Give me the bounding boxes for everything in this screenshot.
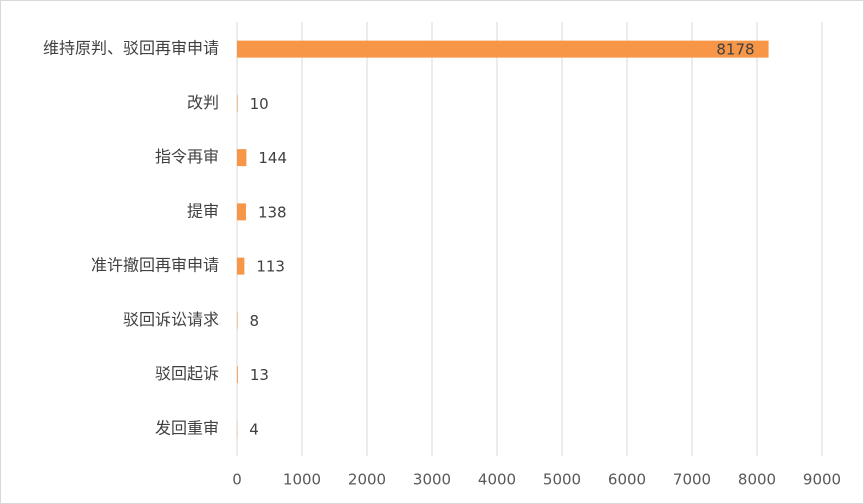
y-tick-label: 驳回诉讼请求 xyxy=(123,310,219,329)
bar xyxy=(237,311,238,329)
x-tick-label: 4000 xyxy=(478,471,516,489)
x-tick-label: 7000 xyxy=(673,471,711,489)
data-label: 10 xyxy=(250,95,269,113)
x-tick-label: 1000 xyxy=(283,471,321,489)
data-label: 144 xyxy=(258,149,287,167)
bar xyxy=(237,257,245,275)
y-tick-label: 准许撤回再审申请 xyxy=(91,256,219,275)
y-tick-label: 驳回起诉 xyxy=(155,364,219,383)
x-tick-label: 5000 xyxy=(543,471,581,489)
x-tick-label: 6000 xyxy=(608,471,646,489)
bar xyxy=(237,366,238,384)
y-tick-label: 提审 xyxy=(187,201,219,220)
x-tick-label: 9000 xyxy=(803,471,841,489)
x-tick-label: 8000 xyxy=(738,471,776,489)
data-label: 8 xyxy=(250,312,260,330)
data-label: 13 xyxy=(250,366,269,384)
y-tick-label: 维持原判、驳回再审申请 xyxy=(43,39,219,58)
x-tick-label: 3000 xyxy=(413,471,451,489)
x-tick-label: 0 xyxy=(232,471,242,489)
y-tick-label: 改判 xyxy=(187,93,219,112)
data-label: 8178 xyxy=(716,41,754,59)
bar xyxy=(237,40,769,58)
data-label: 4 xyxy=(249,420,259,438)
bar xyxy=(237,94,238,112)
y-tick-label: 指令再审 xyxy=(155,147,219,166)
x-tick-label: 2000 xyxy=(348,471,386,489)
data-label: 138 xyxy=(258,203,287,221)
data-label: 113 xyxy=(256,258,285,276)
y-tick-label: 发回重审 xyxy=(155,418,219,437)
bar xyxy=(237,149,247,167)
bar xyxy=(237,203,246,221)
